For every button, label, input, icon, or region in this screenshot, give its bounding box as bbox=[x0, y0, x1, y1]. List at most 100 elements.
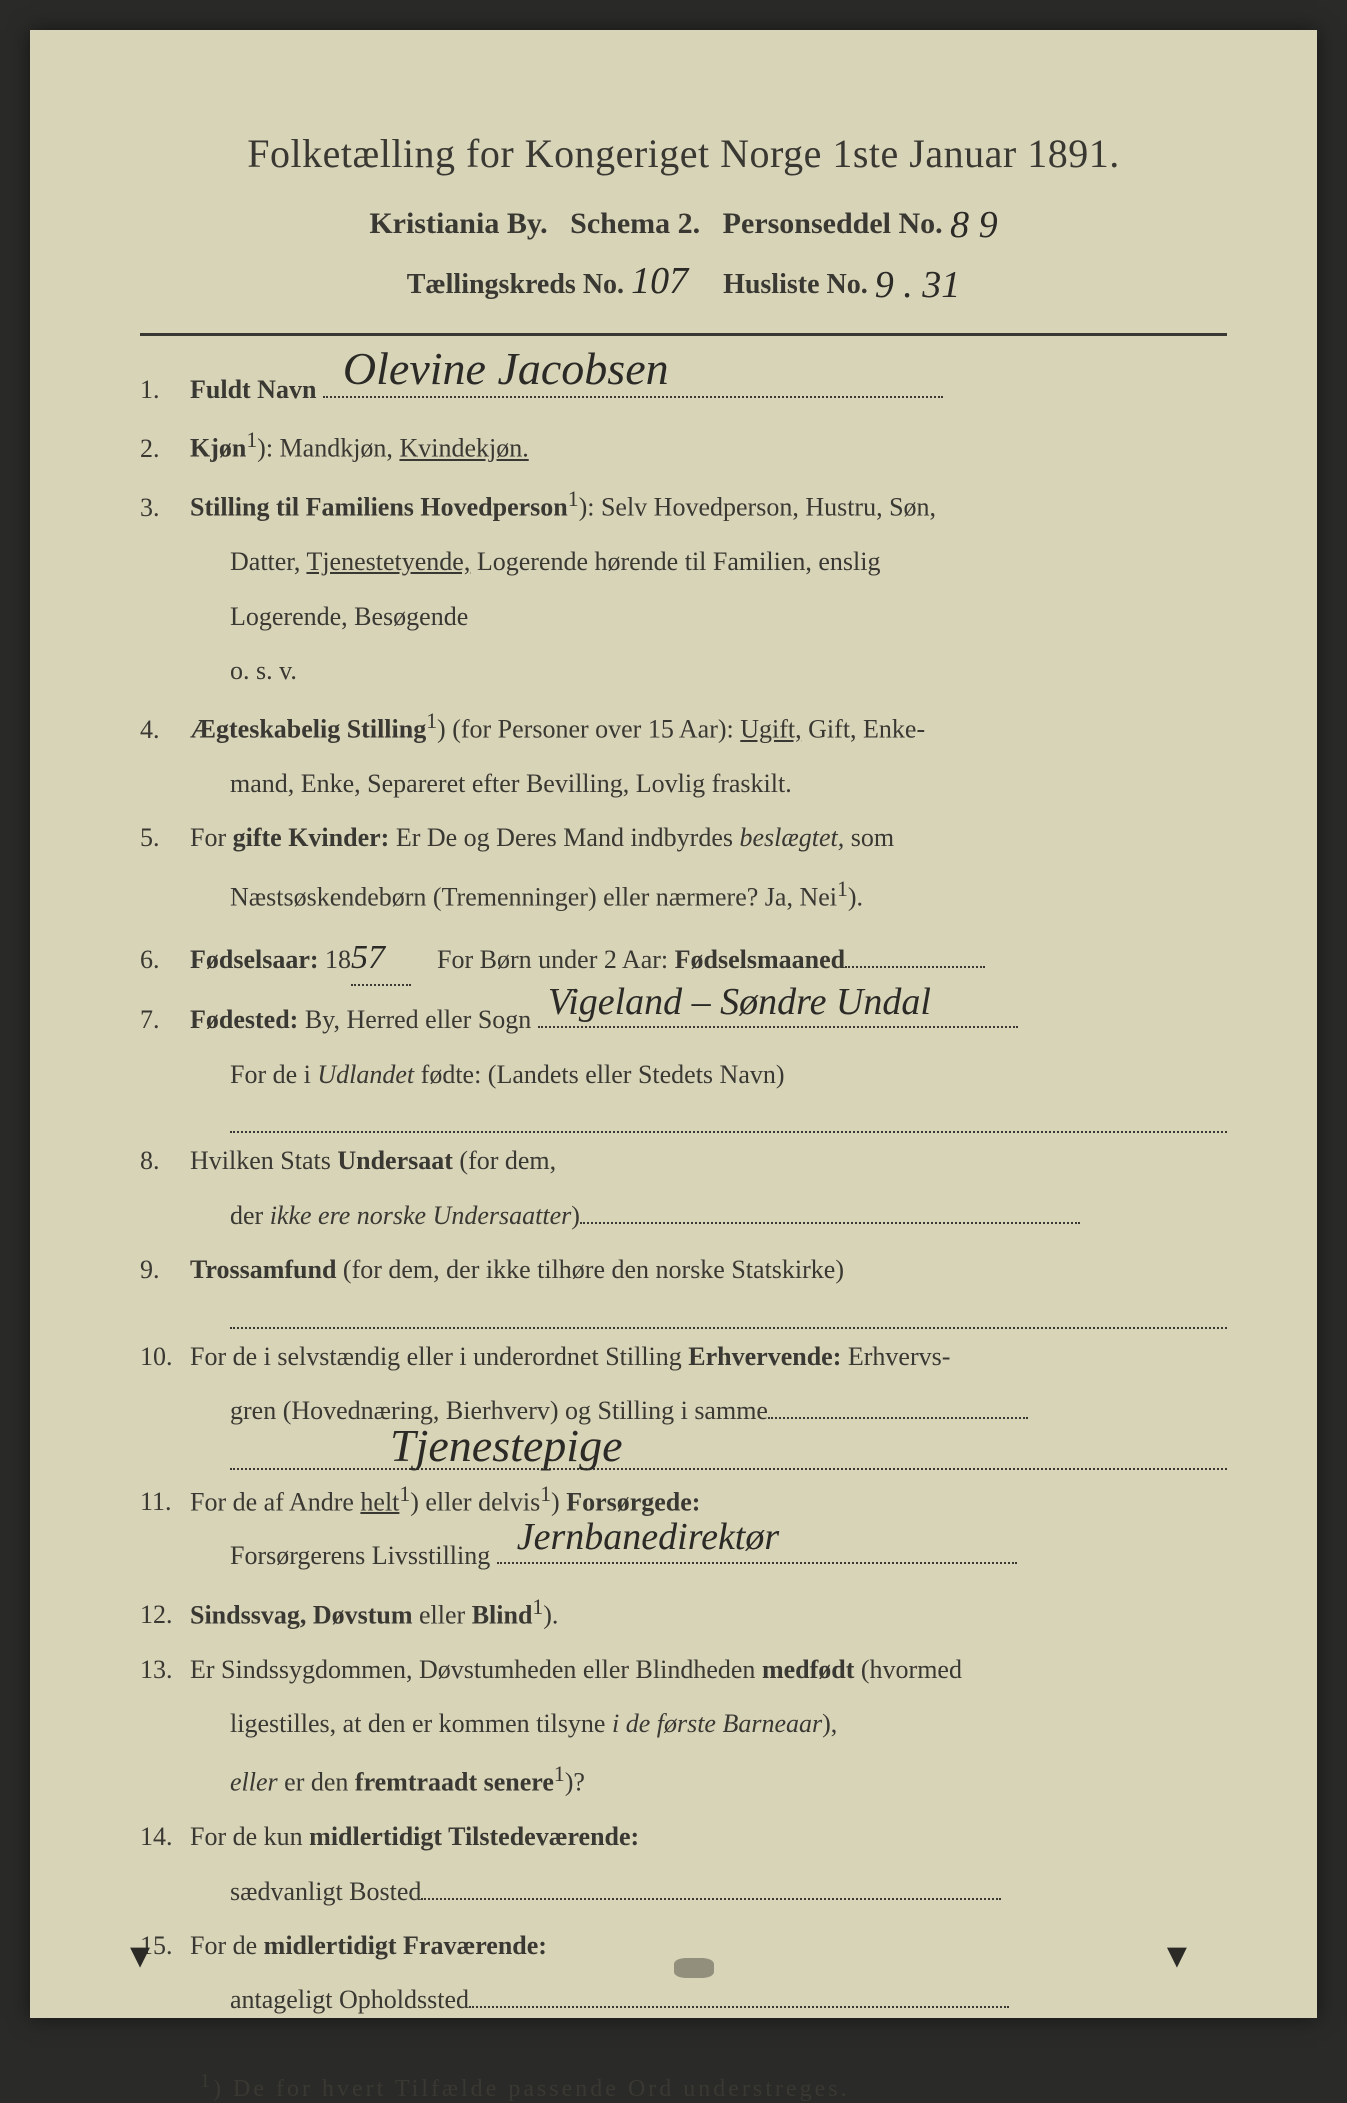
sup: 1 bbox=[568, 487, 579, 511]
text: fødte: (Landets eller Stedets Navn) bbox=[414, 1060, 784, 1089]
field-7-line2: For de i Udlandet fødte: (Landets eller … bbox=[230, 1055, 1227, 1095]
field-3: 3. Stilling til Familiens Hovedperson1):… bbox=[140, 483, 1227, 528]
sup: 1 bbox=[837, 877, 848, 901]
personseddel-no: 8 9 bbox=[950, 204, 998, 246]
text: (for dem, der ikke tilhøre den norske St… bbox=[336, 1255, 844, 1284]
text: For de i bbox=[230, 1060, 317, 1089]
italic: beslægtet, bbox=[740, 823, 845, 852]
sup: 1 bbox=[540, 1482, 551, 1506]
field-num: 4. bbox=[140, 710, 190, 750]
bold: Erhvervende: bbox=[688, 1342, 841, 1371]
field-10-value-line: Tjenestepige bbox=[230, 1445, 1227, 1469]
text: Er Sindssygdommen, Døvstumheden eller Bl… bbox=[190, 1655, 762, 1684]
bold: Sindssvag, Døvstum bbox=[190, 1600, 413, 1629]
sup: 1 bbox=[246, 428, 257, 452]
text: antageligt Opholdssted bbox=[230, 1985, 469, 2014]
text: der bbox=[230, 1201, 270, 1230]
field-label: Ægteskabelig Stilling bbox=[190, 715, 426, 744]
blank bbox=[768, 1417, 1028, 1419]
bold: midlertidigt Fraværende: bbox=[264, 1931, 547, 1960]
field-label: Fødested: bbox=[190, 1005, 298, 1034]
text: For Børn under 2 Aar: bbox=[437, 945, 675, 974]
provider-value: Jernbanedirektør bbox=[517, 1508, 779, 1567]
selected-value: Tjenestetyende, bbox=[306, 547, 470, 576]
field-8-line2: der ikke ere norske Undersaatter) bbox=[230, 1196, 1227, 1236]
text: ). bbox=[848, 882, 863, 911]
field-num: 5. bbox=[140, 818, 190, 858]
italic: i de første Barneaar bbox=[612, 1709, 822, 1738]
field-3-line2: Datter, Tjenestetyende, Logerende hørend… bbox=[230, 542, 1227, 582]
field-4: 4. Ægteskabelig Stilling1) (for Personer… bbox=[140, 705, 1227, 750]
u: helt bbox=[360, 1487, 399, 1516]
field-10-line2: gren (Hovednæring, Bierhverv) og Stillin… bbox=[230, 1391, 1227, 1431]
sup: 1 bbox=[532, 1595, 543, 1619]
italic: eller bbox=[230, 1768, 278, 1797]
mark-left: ▾ bbox=[130, 1931, 150, 1978]
field-5: 5. For gifte Kvinder: Er De og Deres Man… bbox=[140, 818, 1227, 858]
text: som bbox=[844, 823, 894, 852]
field-15-line2: antageligt Opholdssted bbox=[230, 1980, 1227, 2020]
occupation-value: Tjenestepige bbox=[390, 1419, 623, 1472]
italic: ikke ere norske Undersaatter bbox=[270, 1201, 572, 1230]
text: ), bbox=[822, 1709, 837, 1738]
field-num: 7. bbox=[140, 1000, 190, 1040]
field-2: 2. Kjøn1): Mandkjøn, Kvindekjøn. bbox=[140, 424, 1227, 469]
sup: 1 bbox=[399, 1482, 410, 1506]
text: Er De og Deres Mand indbyrdes bbox=[389, 823, 739, 852]
field-num: 9. bbox=[140, 1250, 190, 1290]
text: ligestilles, at den er kommen tilsyne bbox=[230, 1709, 612, 1738]
husliste-label: Husliste No. bbox=[723, 269, 868, 300]
subtitle: Kristiania By. Schema 2. Personseddel No… bbox=[140, 199, 1227, 243]
text: For de i selvstændig eller i underordnet… bbox=[190, 1342, 688, 1371]
field-8: 8. Hvilken Stats Undersaat (for dem, bbox=[140, 1141, 1227, 1181]
text: (hvormed bbox=[854, 1655, 962, 1684]
field-3-line3: Logerende, Besøgende bbox=[230, 597, 1227, 637]
field-label: Trossamfund bbox=[190, 1255, 336, 1284]
field-10: 10. For de i selvstændig eller i underor… bbox=[140, 1337, 1227, 1377]
field-1: 1. Fuldt Navn Olevine Jacobsen bbox=[140, 370, 1227, 410]
text: Forsørgerens Livsstilling bbox=[230, 1541, 490, 1570]
field-num: 3. bbox=[140, 488, 190, 528]
footnote: 1) De for hvert Tilfælde passende Ord un… bbox=[200, 2070, 1227, 2103]
sup: 1 bbox=[554, 1762, 565, 1786]
taellingskreds-label: Tællingskreds No. bbox=[407, 269, 624, 300]
selected-value: Ugift, bbox=[740, 715, 801, 744]
name-value: Olevine Jacobsen bbox=[343, 333, 669, 404]
field-14-line2: sædvanligt Bosted bbox=[230, 1872, 1227, 1912]
field-num: 13. bbox=[140, 1650, 190, 1690]
field-num: 10. bbox=[140, 1337, 190, 1377]
text: ): Selv Hovedperson, Hustru, Søn, bbox=[579, 493, 936, 522]
field-9: 9. Trossamfund (for dem, der ikke tilhør… bbox=[140, 1250, 1227, 1290]
field-13: 13. Er Sindssygdommen, Døvstumheden elle… bbox=[140, 1650, 1227, 1690]
smudge-icon bbox=[674, 1958, 714, 1978]
blank-line bbox=[230, 1109, 1227, 1133]
text: Næstsøskendebørn (Tremenninger) eller næ… bbox=[230, 882, 837, 911]
field-12: 12. Sindssvag, Døvstum eller Blind1). bbox=[140, 1591, 1227, 1636]
bold: fremtraadt senere bbox=[355, 1768, 554, 1797]
field-4-line2: mand, Enke, Separeret efter Bevilling, L… bbox=[230, 764, 1227, 804]
field-label: Stilling til Familiens Hovedperson bbox=[190, 493, 568, 522]
text: Gift, Enke- bbox=[802, 715, 925, 744]
text: ) (for Personer over 15 Aar): bbox=[437, 715, 740, 744]
field-13-line3: eller er den fremtraadt senere1)? bbox=[230, 1758, 1227, 1803]
text: er den bbox=[278, 1768, 355, 1797]
field-5-line2: Næstsøskendebørn (Tremenninger) eller næ… bbox=[230, 873, 1227, 918]
text: Logerende hørende til Familien, enslig bbox=[470, 547, 880, 576]
italic: Udlandet bbox=[317, 1060, 414, 1089]
blank bbox=[580, 1222, 1080, 1224]
selected-value: Kvindekjøn. bbox=[399, 434, 528, 463]
blank bbox=[469, 2006, 1009, 2008]
label: Fødselsmaaned bbox=[675, 945, 845, 974]
census-form-page: Folketælling for Kongeriget Norge 1ste J… bbox=[30, 30, 1317, 2018]
birthplace-value: Vigeland – Søndre Undal bbox=[548, 973, 931, 1032]
bold: medfødt bbox=[762, 1655, 854, 1684]
field-num: 11. bbox=[140, 1482, 190, 1522]
main-title: Folketælling for Kongeriget Norge 1ste J… bbox=[140, 130, 1227, 177]
text: Erhvervs- bbox=[841, 1342, 950, 1371]
field-14: 14. For de kun midlertidigt Tilstedevære… bbox=[140, 1817, 1227, 1857]
field-label: Fuldt Navn bbox=[190, 375, 316, 404]
text: Hvilken Stats bbox=[190, 1146, 337, 1175]
taellingskreds-no: 107 bbox=[631, 260, 688, 302]
field-11-line2: Forsørgerens Livsstilling Jernbanedirekt… bbox=[230, 1536, 1227, 1576]
bold: Blind bbox=[472, 1600, 533, 1629]
